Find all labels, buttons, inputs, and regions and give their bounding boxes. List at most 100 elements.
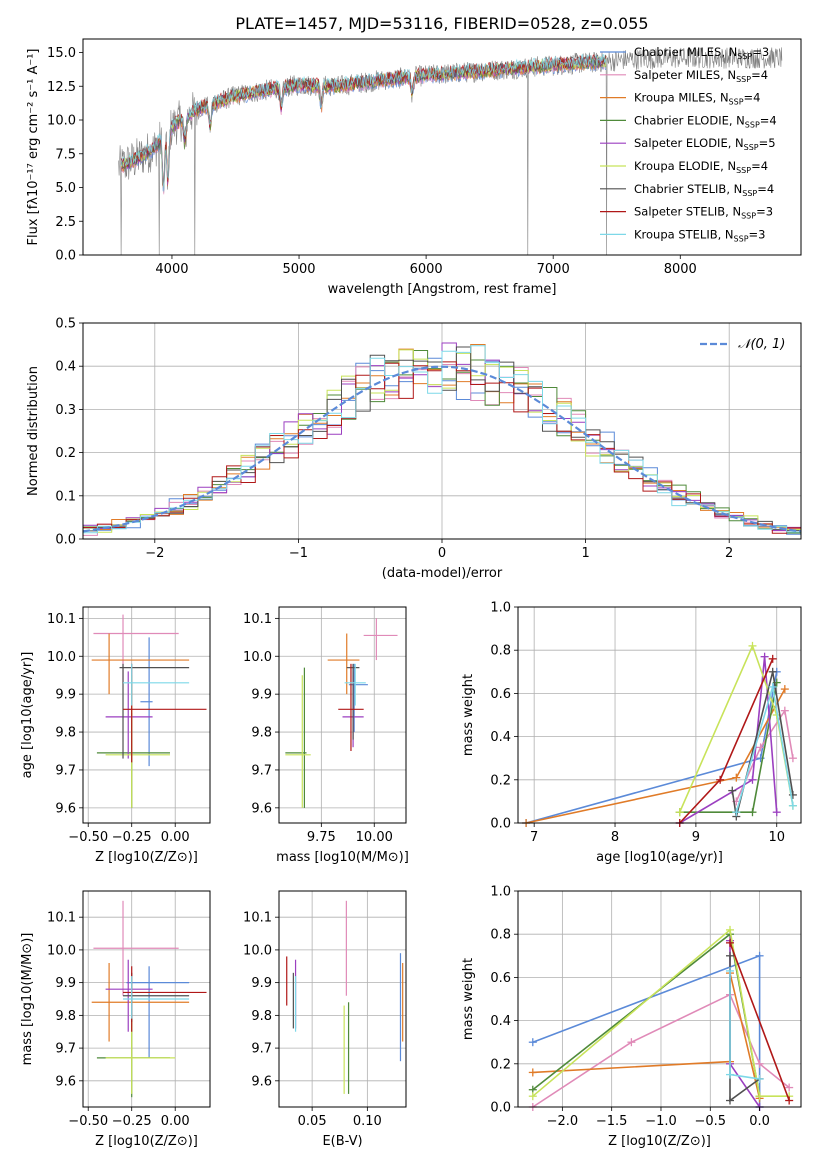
- y-axis-label: Normed distribution: [26, 366, 41, 496]
- x-axis-label: E(B-V): [322, 1134, 362, 1149]
- spectrum-model-line: [120, 55, 607, 187]
- errorbar-point: [363, 618, 398, 661]
- x-tick-label: 6000: [410, 262, 443, 277]
- weight-marker: [760, 652, 769, 661]
- errorbar-point: [105, 992, 176, 1094]
- x-tick-label: 4000: [155, 262, 188, 277]
- y-tick-label: 0.8: [490, 928, 511, 943]
- y-tick-label: 10.0: [47, 650, 76, 665]
- x-tick-label: −1.0: [645, 1114, 677, 1129]
- errorbar-point: [91, 633, 190, 695]
- weight-line: [532, 932, 761, 1097]
- x-axis-label: Z [log10(Z/Z⊙)]: [95, 1134, 198, 1149]
- weight-line: [679, 656, 778, 824]
- x-tick-label: 0.05: [298, 1114, 327, 1129]
- weight-marker: [732, 773, 741, 782]
- axes-frame: [82, 606, 211, 824]
- y-axis-label: age [log10(age/yr)]: [20, 652, 35, 779]
- x-tick-label: −0.5: [694, 1114, 726, 1129]
- x-tick-label: 0.10: [353, 1114, 382, 1129]
- y-tick-label: 0.2: [490, 1057, 511, 1072]
- spectrum-model-line: [120, 57, 607, 190]
- errorbar-point: [105, 671, 153, 759]
- legend-entry: Salpeter ELODIE, NSSP=5: [634, 136, 776, 152]
- weight-marker: [732, 808, 741, 817]
- x-tick-label: −2.0: [547, 1114, 579, 1129]
- errorbar-point: [93, 614, 179, 683]
- y-tick-label: 0.5: [55, 317, 76, 332]
- y-tick-label: 9.7: [55, 763, 76, 778]
- legend-entry: Chabrier MILES, NSSP=3: [634, 45, 769, 61]
- x-tick-label: 0: [438, 546, 446, 561]
- histogram-step: [83, 345, 801, 534]
- errorbar-point: [96, 713, 170, 808]
- weight-marker: [726, 966, 735, 975]
- y-tick-label: 10.0: [243, 943, 272, 958]
- weight-line: [735, 708, 794, 802]
- axes-frame: [278, 606, 407, 824]
- y-axis-label: mass weight: [461, 958, 476, 1040]
- normal-curve: [82, 365, 802, 533]
- weight-marker: [768, 654, 777, 663]
- axes-frame: [278, 890, 407, 1108]
- y-tick-label: 9.9: [55, 976, 76, 991]
- weight-marker: [528, 1092, 537, 1101]
- y-tick-label: 15.0: [47, 46, 76, 61]
- x-tick-label: −0.25: [112, 830, 152, 845]
- weight-marker: [756, 743, 765, 752]
- axes-frame: [82, 38, 802, 256]
- y-tick-label: 9.8: [251, 1009, 272, 1024]
- weight-marker: [788, 801, 797, 810]
- x-axis-label: mass [log10(M/M⊙)]: [276, 850, 409, 865]
- errorbar-point: [105, 675, 170, 808]
- y-tick-label: 10.1: [47, 911, 76, 926]
- legend-entry: Kroupa MILES, NSSP=4: [634, 91, 760, 107]
- x-tick-label: 0.0: [749, 1114, 770, 1129]
- y-tick-label: 0.6: [490, 687, 511, 702]
- legend-entry: 𝒩(0, 1): [738, 337, 785, 352]
- weight-marker: [785, 1083, 794, 1092]
- axes-frame: [82, 322, 802, 540]
- errorbar-point: [123, 663, 207, 763]
- x-tick-label: 7000: [537, 262, 570, 277]
- y-tick-label: 10.1: [243, 612, 272, 627]
- weight-marker: [528, 1068, 537, 1077]
- errorbar-point: [93, 900, 179, 996]
- y-tick-label: 12.5: [47, 80, 76, 95]
- errorbar-point: [348, 663, 368, 733]
- errorbar-point: [140, 637, 153, 767]
- x-tick-label: −0.25: [112, 1114, 152, 1129]
- y-tick-label: 9.6: [251, 1074, 272, 1089]
- y-tick-label: 7.5: [55, 147, 76, 162]
- errorbar-point: [126, 966, 190, 1058]
- axes-frame: [82, 890, 211, 1108]
- y-tick-label: 0.0: [490, 817, 511, 832]
- y-tick-label: 0.8: [490, 644, 511, 659]
- x-tick-label: 2: [725, 546, 733, 561]
- y-tick-label: 9.7: [251, 763, 272, 778]
- weight-marker: [788, 754, 797, 763]
- y-tick-label: 9.7: [55, 1042, 76, 1057]
- weight-line: [729, 942, 790, 1101]
- weight-marker: [528, 1038, 537, 1047]
- x-tick-label: 9.75: [307, 830, 336, 845]
- y-tick-label: 9.9: [251, 688, 272, 703]
- weight-marker: [726, 938, 735, 947]
- x-tick-label: 10.00: [356, 830, 393, 845]
- y-axis-label: Flux [fλ10⁻¹⁷ erg cm⁻² s⁻¹ A⁻¹]: [26, 49, 41, 246]
- weight-marker: [768, 667, 777, 676]
- y-tick-label: 0.3: [55, 403, 76, 418]
- y-tick-label: 0.6: [490, 971, 511, 986]
- weight-line: [532, 928, 790, 1097]
- x-tick-label: −0.50: [68, 1114, 108, 1129]
- x-axis-label: Z [log10(Z/Z⊙)]: [95, 850, 198, 865]
- errorbar-point: [285, 675, 311, 808]
- y-tick-label: 10.1: [243, 911, 272, 926]
- y-tick-label: 9.8: [55, 726, 76, 741]
- y-tick-label: 10.0: [243, 650, 272, 665]
- y-tick-label: 0.2: [490, 773, 511, 788]
- weight-marker: [627, 1038, 636, 1047]
- x-tick-label: 5000: [282, 262, 315, 277]
- x-tick-label: 0.00: [161, 830, 190, 845]
